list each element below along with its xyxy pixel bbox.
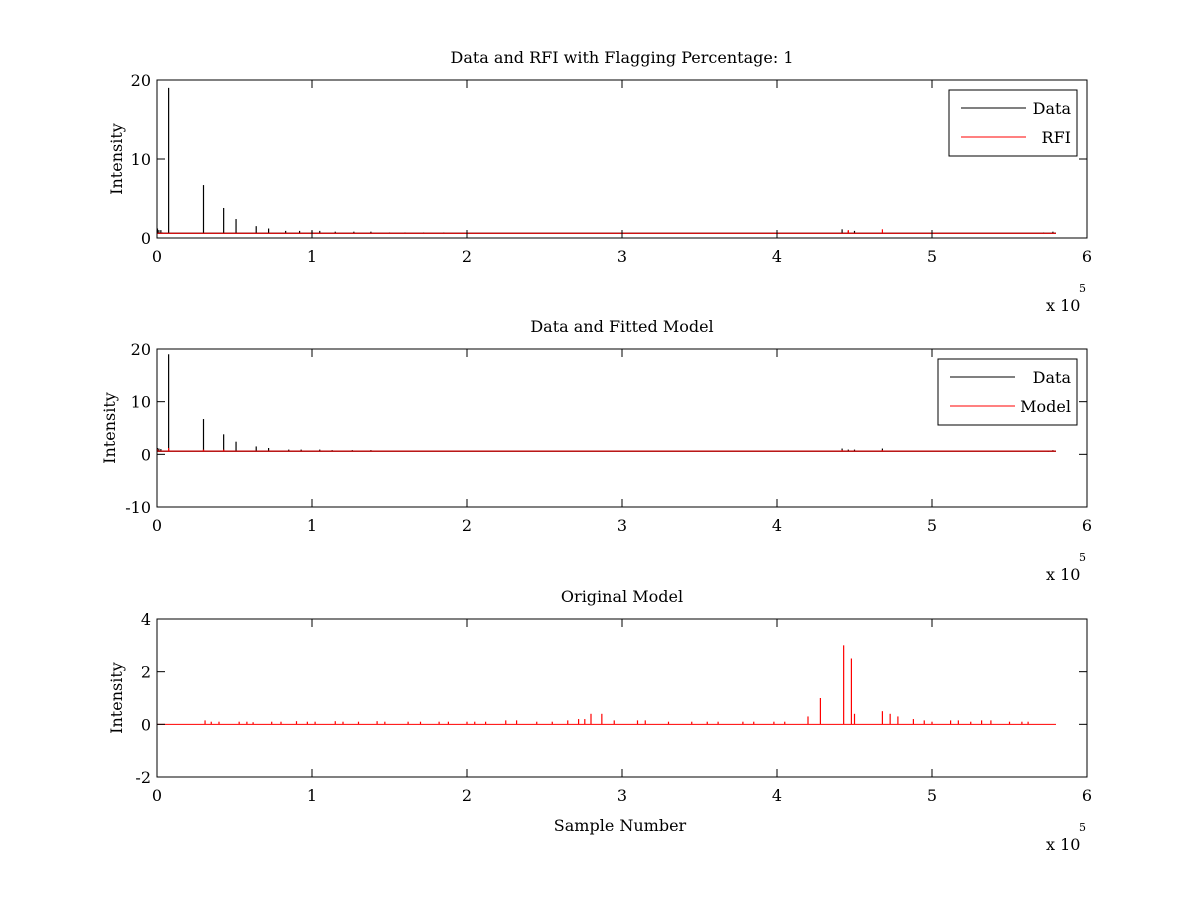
y-axis-label: Intensity <box>107 123 126 195</box>
y-tick-label: 0 <box>141 229 151 248</box>
series-model-3 <box>157 645 1056 725</box>
x-tick-label: 6 <box>1082 247 1092 266</box>
chart-title: Original Model <box>561 587 683 606</box>
y-tick-label: 10 <box>131 150 151 169</box>
x-tick-label: 5 <box>927 247 937 266</box>
x-tick-label: 2 <box>462 516 472 535</box>
x-tick-label: 1 <box>307 786 317 805</box>
y-tick-label: 2 <box>141 663 151 682</box>
y-tick-label: 0 <box>141 715 151 734</box>
y-tick-label: 20 <box>131 340 151 359</box>
x-multiplier-exponent: 5 <box>1079 821 1086 834</box>
legend-label: Data <box>1033 368 1072 387</box>
x-tick-label: 4 <box>772 247 782 266</box>
y-tick-label: 0 <box>141 445 151 464</box>
x-tick-label: 2 <box>462 786 472 805</box>
x-multiplier-base: x 10 <box>1046 835 1080 854</box>
chart-title: Data and RFI with Flagging Percentage: 1 <box>450 48 793 67</box>
x-tick-label: 6 <box>1082 516 1092 535</box>
subplot-1: Data and RFI with Flagging Percentage: 1… <box>107 48 1092 315</box>
x-tick-label: 0 <box>152 247 162 266</box>
x-tick-label: 6 <box>1082 786 1092 805</box>
y-tick-label: 10 <box>131 393 151 412</box>
y-axis-label: Intensity <box>100 392 119 464</box>
x-multiplier-base: x 10 <box>1046 296 1080 315</box>
y-tick-label: -2 <box>135 768 151 787</box>
x-tick-label: 5 <box>927 516 937 535</box>
y-tick-label: 4 <box>141 610 151 629</box>
y-axis-label: Intensity <box>107 662 126 734</box>
x-tick-label: 3 <box>617 786 627 805</box>
x-multiplier-base: x 10 <box>1046 565 1080 584</box>
legend-label: Data <box>1033 99 1072 118</box>
x-multiplier-exponent: 5 <box>1079 282 1086 295</box>
x-tick-label: 1 <box>307 516 317 535</box>
x-tick-label: 3 <box>617 516 627 535</box>
legend: Data RFI <box>948 89 1078 157</box>
legend-box <box>948 89 1078 157</box>
legend-label: RFI <box>1042 128 1071 147</box>
legend: Data Model <box>937 358 1078 426</box>
y-tick-label: -10 <box>125 498 151 517</box>
x-tick-label: 1 <box>307 247 317 266</box>
x-tick-label: 0 <box>152 516 162 535</box>
x-tick-label: 4 <box>772 786 782 805</box>
x-tick-label: 5 <box>927 786 937 805</box>
legend-label: Model <box>1020 397 1071 416</box>
series-rfi-1 <box>157 229 1056 234</box>
x-tick-label: 3 <box>617 247 627 266</box>
y-tick-label: 20 <box>131 71 151 90</box>
chart-title: Data and Fitted Model <box>530 317 713 336</box>
x-axis-label: Sample Number <box>554 816 687 835</box>
x-tick-label: 2 <box>462 247 472 266</box>
x-tick-label: 4 <box>772 516 782 535</box>
x-tick-label: 0 <box>152 786 162 805</box>
legend-box <box>937 358 1078 426</box>
x-multiplier-exponent: 5 <box>1079 551 1086 564</box>
